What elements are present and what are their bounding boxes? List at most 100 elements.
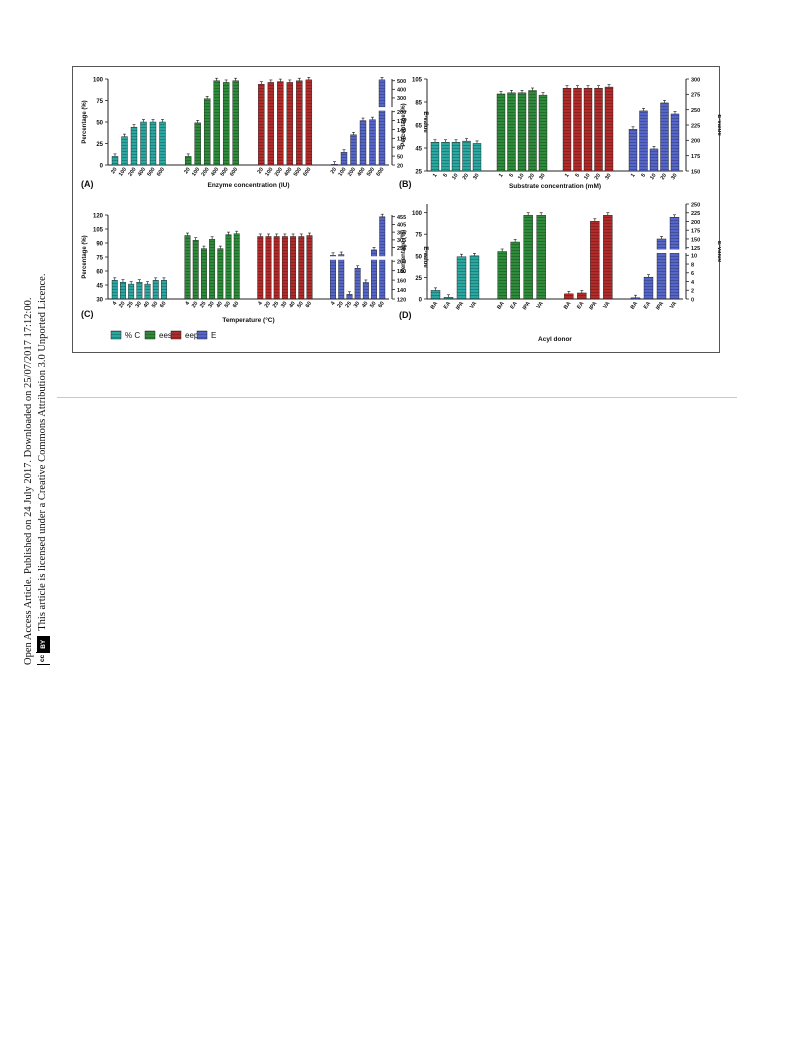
x-tick-label: 20 bbox=[594, 173, 602, 181]
series-eep: 4 20 25 30 40 50 60 bbox=[257, 232, 313, 309]
x-axis-title: Temperature (°C) bbox=[222, 316, 274, 324]
series-eep: 1 5 10 20 30 bbox=[562, 84, 614, 181]
legend-swatch-hatch bbox=[111, 331, 121, 339]
x-tick-label: 20 bbox=[257, 167, 265, 175]
series-ees: BA EA IPA VA bbox=[496, 212, 546, 311]
y-tick-label: 45 bbox=[415, 147, 422, 153]
y2-axis-title: E-value bbox=[716, 241, 721, 263]
bar-hatch bbox=[277, 81, 284, 165]
axis-break bbox=[329, 107, 387, 111]
y-tick-label: 120 bbox=[93, 214, 104, 220]
series-E: 1 5 10 20 30 bbox=[628, 100, 680, 181]
cc-by-badge-icon[interactable]: cc BY bbox=[36, 635, 50, 665]
download-notice: Open Access Article. Published on 24 Jul… bbox=[23, 297, 34, 665]
x-tick-label: BA bbox=[563, 301, 572, 311]
x-tick-label: 5 bbox=[640, 173, 647, 179]
bar-hatch bbox=[121, 136, 128, 165]
bar-hatch bbox=[298, 236, 305, 299]
series-E: 20 100 200 400 500 600 bbox=[329, 77, 395, 178]
x-tick-label: 50 bbox=[369, 301, 377, 309]
x-tick-label: 30 bbox=[207, 301, 215, 309]
panel-label: (C) bbox=[81, 309, 94, 319]
bar-hatch bbox=[528, 90, 537, 171]
y-axis-title: Percentage (%) bbox=[401, 103, 407, 146]
bar-hatch bbox=[192, 240, 199, 299]
figure-panel: 0 25 50 75 100 20 50 80 110 140 170 200 300 400 500 Per… bbox=[72, 66, 721, 353]
x-tick-label: 5 bbox=[574, 173, 581, 179]
bar-hatch bbox=[473, 143, 481, 171]
bar-hatch bbox=[217, 248, 224, 299]
x-tick-label: 60 bbox=[232, 301, 240, 309]
x-tick-label: 500 bbox=[293, 167, 303, 178]
x-tick-label: BA bbox=[630, 301, 639, 311]
series-E: BA EA IPA VA bbox=[629, 214, 689, 311]
y2-tick-label: 200 bbox=[397, 110, 406, 116]
legend-swatch-hatch bbox=[171, 331, 181, 339]
legend-label: ees bbox=[159, 331, 172, 340]
x-tick-label: 100 bbox=[118, 167, 128, 178]
bar-hatch bbox=[112, 280, 118, 299]
x-tick-label: 30 bbox=[353, 301, 361, 309]
series-ees: 1 5 10 20 30 bbox=[496, 87, 548, 181]
bar-hatch bbox=[577, 292, 587, 299]
y2-tick-label: 355 bbox=[397, 230, 406, 236]
x-tick-label: 600 bbox=[156, 167, 166, 178]
y-tick-label: 0 bbox=[100, 164, 104, 170]
x-tick-label: 40 bbox=[143, 301, 151, 309]
x-tick-label: 30 bbox=[280, 301, 288, 309]
bar-hatch bbox=[536, 215, 546, 299]
x-tick-label: IPA bbox=[455, 301, 465, 312]
legend-label: E bbox=[211, 331, 216, 340]
y2-tick-label: 80 bbox=[397, 146, 403, 152]
legend-swatch-hatch bbox=[145, 331, 155, 339]
bar-hatch bbox=[452, 142, 460, 171]
bar-hatch bbox=[286, 82, 293, 165]
x-tick-label: 10 bbox=[451, 173, 459, 181]
x-tick-label: 60 bbox=[159, 301, 167, 309]
y-tick-label: 100 bbox=[412, 211, 423, 217]
y2-tick-label: 180 bbox=[397, 269, 406, 275]
y2-tick-label: 8 bbox=[691, 262, 694, 268]
bar-hatch bbox=[431, 290, 440, 299]
license-sidebar: Open Access Article. Published on 24 Jul… bbox=[0, 0, 60, 1039]
x-tick-label: 600 bbox=[375, 167, 385, 178]
bar-hatch bbox=[523, 215, 533, 299]
y2-tick-label: 140 bbox=[397, 288, 406, 294]
x-tick-label: 4 bbox=[112, 300, 119, 307]
bar-hatch bbox=[371, 249, 377, 299]
x-tick-label: 200 bbox=[127, 167, 137, 178]
y2-tick-label: 20 bbox=[397, 163, 403, 169]
x-tick-label: 600 bbox=[229, 167, 239, 178]
y2-tick-label: 225 bbox=[691, 211, 700, 217]
x-tick-label: 50 bbox=[151, 301, 159, 309]
x-tick-label: VA bbox=[536, 301, 545, 310]
license-notice[interactable]: This article is licensed under a Creativ… bbox=[37, 273, 48, 631]
y-tick-label: 45 bbox=[96, 284, 103, 290]
y2-tick-label: 2 bbox=[691, 289, 694, 295]
y-tick-label: 90 bbox=[96, 242, 103, 248]
bar-hatch bbox=[605, 87, 613, 171]
bar-hatch bbox=[161, 280, 167, 299]
bar-hatch bbox=[670, 217, 679, 299]
bar-hatch bbox=[290, 236, 296, 299]
y2-tick-label: 250 bbox=[691, 108, 700, 114]
bar-hatch bbox=[497, 251, 507, 299]
panel-label: (A) bbox=[81, 179, 94, 189]
chart-panel-4: 0 25 50 75 100 0 2 4 6 8 10 125 150 175 200 225 250 Perce… bbox=[399, 202, 721, 343]
bar-hatch bbox=[360, 120, 366, 165]
bar-hatch bbox=[128, 284, 134, 299]
y2-tick-label: 150 bbox=[691, 237, 700, 243]
y2-tick-label: 250 bbox=[691, 202, 700, 208]
series-conv: 1 5 10 20 30 bbox=[430, 138, 482, 181]
bar-hatch bbox=[184, 235, 191, 299]
x-tick-label: 25 bbox=[126, 301, 134, 309]
x-tick-label: 400 bbox=[210, 167, 220, 178]
horizontal-rule bbox=[57, 397, 737, 398]
x-tick-label: 1 bbox=[630, 173, 637, 179]
series-conv: BA EA IPA VA bbox=[430, 253, 480, 312]
legend-label: eep bbox=[185, 331, 199, 340]
y2-tick-label: 125 bbox=[691, 246, 700, 252]
y2-tick-label: 500 bbox=[397, 79, 406, 85]
axis-break bbox=[328, 256, 387, 260]
x-tick-label: 200 bbox=[347, 167, 357, 178]
